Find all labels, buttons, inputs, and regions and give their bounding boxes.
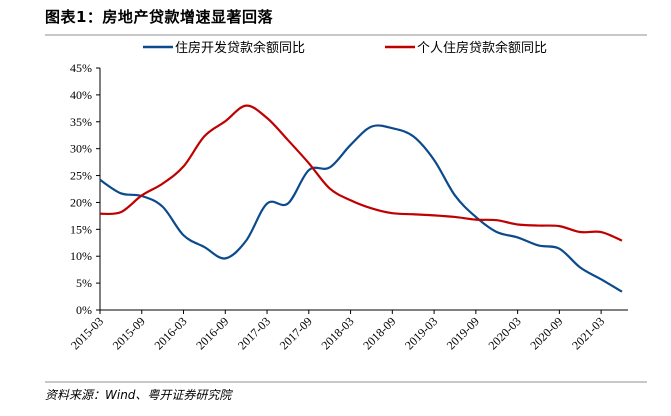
x-tick-label: 2020-03 <box>486 314 524 352</box>
source-note: 资料来源：Wind、粤开证券研究院 <box>45 388 232 402</box>
x-tick-label: 2019-03 <box>402 314 440 352</box>
x-tick-label: 2016-03 <box>151 314 189 352</box>
series-line-1 <box>99 124 623 293</box>
x-tick-label: 2016-09 <box>193 314 231 352</box>
x-tick-label: 2015-03 <box>68 314 106 352</box>
x-tick-label: 2017-09 <box>277 314 315 352</box>
x-tick-label: 2021-03 <box>569 314 607 352</box>
x-tick-label: 2019-09 <box>444 314 482 352</box>
y-tick-label: 45% <box>70 61 92 75</box>
x-tick-label: 2018-09 <box>360 314 398 352</box>
series-line-2 <box>99 104 623 242</box>
y-tick-label: 10% <box>70 249 92 263</box>
y-tick-label: 25% <box>70 169 92 183</box>
y-tick-label: 30% <box>70 142 92 156</box>
y-tick-label: 35% <box>70 115 92 129</box>
x-tick-label: 2020-09 <box>527 314 565 352</box>
x-tick-label: 2018-03 <box>318 314 356 352</box>
source-divider <box>45 381 647 383</box>
legend-label-2: 个人住房贷款余额同比 <box>417 40 547 56</box>
y-tick-label: 0% <box>76 303 92 317</box>
x-tick-label: 2017-03 <box>235 314 273 352</box>
title-divider <box>45 34 647 36</box>
chart-title: 图表1：房地产贷款增速显著回落 <box>45 8 273 26</box>
y-tick-label: 15% <box>70 222 92 236</box>
y-tick-label: 40% <box>70 88 92 102</box>
legend-label-1: 住房开发贷款余额同比 <box>175 40 305 56</box>
x-tick-label: 2015-09 <box>110 314 148 352</box>
y-tick-label: 5% <box>76 276 92 290</box>
y-tick-label: 20% <box>70 195 92 209</box>
